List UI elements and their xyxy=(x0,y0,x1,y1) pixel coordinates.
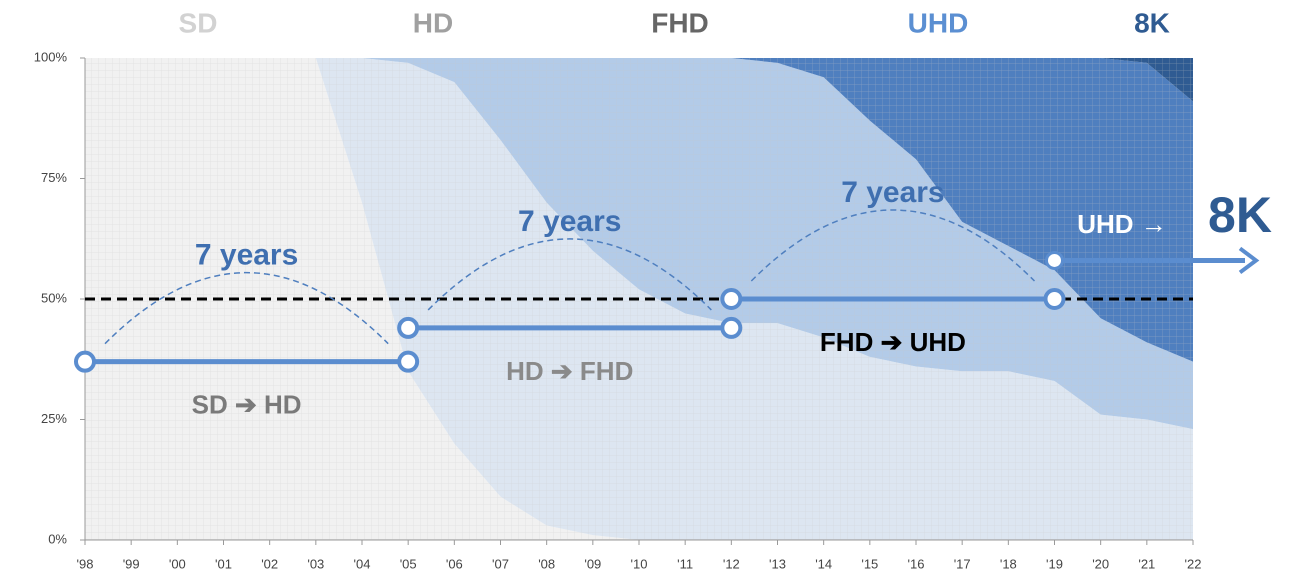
y-tick-label: 50% xyxy=(41,290,67,305)
transition-label: HD ➔ FHD xyxy=(506,356,633,386)
arc xyxy=(427,238,712,311)
transition-label: UHD → xyxy=(1077,209,1167,239)
transition-label: FHD ➔ UHD xyxy=(820,327,966,357)
y-tick-label: 100% xyxy=(34,49,68,64)
y-tick-label: 25% xyxy=(41,411,67,426)
legend-label: HD xyxy=(413,7,453,38)
arrow-head xyxy=(1238,246,1260,275)
x-tick-label: '16 xyxy=(908,556,925,571)
x-tick-label: '12 xyxy=(723,556,740,571)
x-tick-label: '11 xyxy=(677,556,693,571)
x-tick-label: '08 xyxy=(538,556,555,571)
x-tick-label: '10 xyxy=(631,556,648,571)
legend-label: 8K xyxy=(1134,7,1170,38)
transition-dot xyxy=(397,316,420,339)
x-tick-label: '14 xyxy=(815,556,832,571)
x-tick-label: '21 xyxy=(1138,556,1155,571)
x-tick-label: '13 xyxy=(769,556,786,571)
transition-label: SD ➔ HD xyxy=(192,390,302,420)
x-tick-label: '01 xyxy=(215,556,232,571)
transition-dot xyxy=(1045,250,1064,270)
x-tick-label: '00 xyxy=(169,556,186,571)
legend-label: FHD xyxy=(651,7,709,38)
span-label: 7 years xyxy=(518,205,621,238)
x-tick-label: '22 xyxy=(1185,556,1202,571)
x-tick-label: '02 xyxy=(261,556,278,571)
x-tick-label: '06 xyxy=(446,556,463,571)
transition-dot xyxy=(1043,288,1066,310)
x-tick-label: '07 xyxy=(492,556,509,571)
span-label: 7 years xyxy=(195,239,298,272)
transition-dot xyxy=(74,350,96,373)
x-tick-label: '05 xyxy=(400,556,417,571)
x-tick-label: '20 xyxy=(1092,556,1109,571)
y-tick-label: 0% xyxy=(48,531,67,546)
target-label: 8K xyxy=(1208,187,1272,243)
x-tick-label: '09 xyxy=(584,556,601,571)
x-tick-label: '03 xyxy=(307,556,324,571)
arc xyxy=(750,209,1036,282)
x-tick-label: '18 xyxy=(1000,556,1017,571)
transition-dot xyxy=(720,288,743,310)
legend-label: SD xyxy=(179,7,218,38)
x-tick-label: '98 xyxy=(77,556,94,571)
x-tick-label: '04 xyxy=(354,556,371,571)
arc xyxy=(104,271,389,345)
transition-dot xyxy=(720,316,743,339)
x-tick-label: '99 xyxy=(123,556,140,571)
x-tick-label: '19 xyxy=(1046,556,1063,571)
span-label: 7 years xyxy=(841,176,944,209)
x-tick-label: '17 xyxy=(954,556,971,571)
y-tick-label: 75% xyxy=(41,170,67,185)
legend-label: UHD xyxy=(908,7,969,38)
x-tick-label: '15 xyxy=(861,556,878,571)
transition-dot xyxy=(397,350,420,373)
